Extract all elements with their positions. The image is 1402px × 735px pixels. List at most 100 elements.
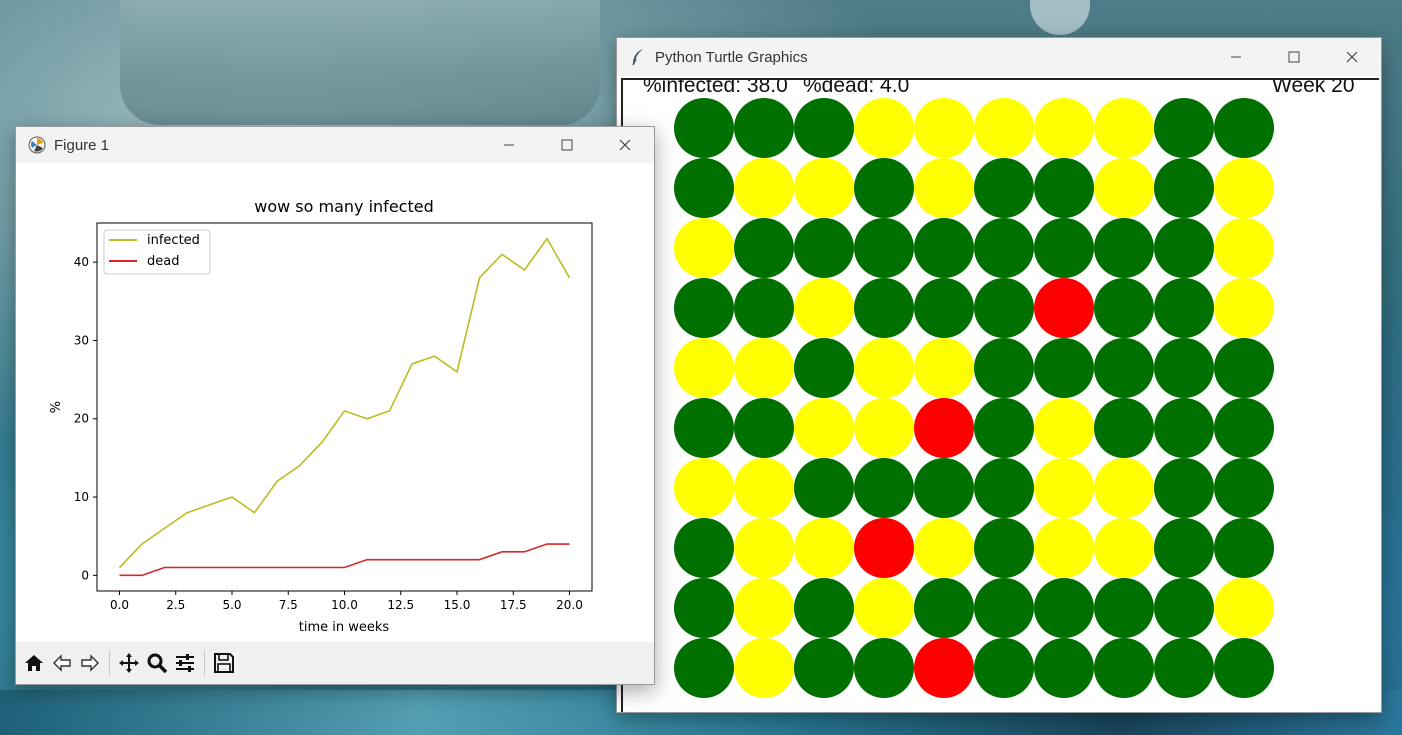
person-circle-healthy [1094,638,1154,698]
person-circle-healthy [674,518,734,578]
person-circle-healthy [1154,578,1214,638]
person-circle-healthy [854,218,914,278]
subplots-button[interactable] [171,648,199,678]
person-circle-healthy [1214,518,1274,578]
person-circle-infected [974,98,1034,158]
save-button[interactable] [210,648,238,678]
person-circle-healthy [1154,398,1214,458]
person-circle-healthy [794,338,854,398]
y-tick-label: 10 [74,490,89,504]
turtle-window-title: Python Turtle Graphics [655,48,808,66]
pan-button[interactable] [115,648,143,678]
person-circle-healthy [1094,218,1154,278]
person-circle-healthy [674,578,734,638]
close-button[interactable] [1323,38,1381,76]
person-circle-healthy [734,278,794,338]
maximize-button[interactable] [1265,38,1323,76]
turtle-titlebar[interactable]: Python Turtle Graphics [617,38,1381,76]
subplots-icon [176,654,194,672]
person-circle-infected [914,338,974,398]
person-circle-healthy [1094,578,1154,638]
person-circle-infected [1094,518,1154,578]
person-circle-healthy [1154,458,1214,518]
x-tick-label: 0.0 [110,598,129,612]
maximize-button[interactable] [538,127,596,163]
person-circle-healthy [1154,158,1214,218]
line-chart[interactable]: wow so many infected 0.0 2.5 5.0 7.5 10.0 12.… [16,163,654,643]
person-circle-healthy [974,398,1034,458]
plot-frame [96,222,593,592]
turtle-canvas[interactable]: %infected: 38.0 %dead: 4.0 Week 20 [621,78,1379,712]
forward-arrow-icon [81,654,99,672]
person-circle-healthy [854,278,914,338]
person-circle-healthy [1034,638,1094,698]
zoom-button[interactable] [143,648,171,678]
pan-icon [119,653,139,673]
person-circle-healthy [794,98,854,158]
person-circle-infected [794,278,854,338]
person-circle-dead [854,518,914,578]
person-circle-healthy [974,638,1034,698]
series-line-infected [118,237,571,569]
person-circle-infected [734,458,794,518]
person-circle-dead [914,638,974,698]
person-circle-infected [1094,98,1154,158]
person-circle-healthy [1214,638,1274,698]
person-circle-healthy [914,278,974,338]
turtle-window: Python Turtle Graphics %infected: 38.0 %… [616,37,1382,713]
person-circle-infected [794,518,854,578]
person-circle-infected [734,158,794,218]
x-tick-label: 17.5 [500,598,527,612]
person-circle-infected [1214,278,1274,338]
figure-titlebar[interactable]: Figure 1 [16,127,654,163]
person-circle-infected [674,458,734,518]
wallpaper-structure [120,0,600,125]
zoom-icon [147,653,168,674]
infected-percent-text: %infected: 38.0 [643,78,788,97]
person-circle-healthy [674,98,734,158]
forward-button[interactable] [76,648,104,678]
person-circle-healthy [1034,158,1094,218]
figure-window: Figure 1 wow so many infected 0.0 2.5 5.0 7… [15,126,655,685]
person-circle-healthy [1094,398,1154,458]
person-circle-dead [1034,278,1094,338]
person-circle-infected [1034,398,1094,458]
person-circle-healthy [794,638,854,698]
person-circle-infected [1034,518,1094,578]
person-circle-infected [734,518,794,578]
y-tick-label: 20 [74,412,89,426]
person-circle-healthy [974,518,1034,578]
person-circle-healthy [734,398,794,458]
person-circle-healthy [1034,338,1094,398]
person-circle-healthy [794,578,854,638]
minimize-button[interactable] [1207,38,1265,76]
home-button[interactable] [20,648,48,678]
person-circle-healthy [974,578,1034,638]
save-icon [214,653,234,673]
person-circle-healthy [974,458,1034,518]
x-tick-label: 15.0 [444,598,471,612]
person-circle-healthy [1154,638,1214,698]
matplotlib-icon [28,136,46,154]
person-circle-infected [854,398,914,458]
home-icon [25,655,43,671]
legend-dead-label: dead [147,254,179,269]
y-tick-label: 30 [74,333,89,347]
person-circle-healthy [1034,578,1094,638]
person-circle-infected [674,218,734,278]
person-circle-healthy [1154,98,1214,158]
back-button[interactable] [48,648,76,678]
close-button[interactable] [596,127,654,163]
person-circle-healthy [914,578,974,638]
person-circle-infected [1214,578,1274,638]
person-circle-healthy [1154,278,1214,338]
person-circle-healthy [1094,278,1154,338]
toolbar-separator [204,650,205,676]
person-circle-infected [854,98,914,158]
series-line-dead [119,543,570,577]
person-circle-infected [854,338,914,398]
person-circle-infected [914,158,974,218]
y-tick-label: 0 [81,568,89,582]
x-tick-label: 5.0 [222,598,241,612]
minimize-button[interactable] [480,127,538,163]
